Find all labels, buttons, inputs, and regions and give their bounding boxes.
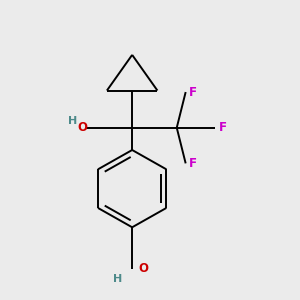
Text: F: F bbox=[189, 157, 197, 170]
Text: F: F bbox=[219, 121, 227, 134]
Text: F: F bbox=[189, 85, 197, 98]
Text: O: O bbox=[78, 121, 88, 134]
Text: H: H bbox=[68, 116, 77, 126]
Text: O: O bbox=[138, 262, 148, 275]
Text: H: H bbox=[113, 274, 122, 284]
